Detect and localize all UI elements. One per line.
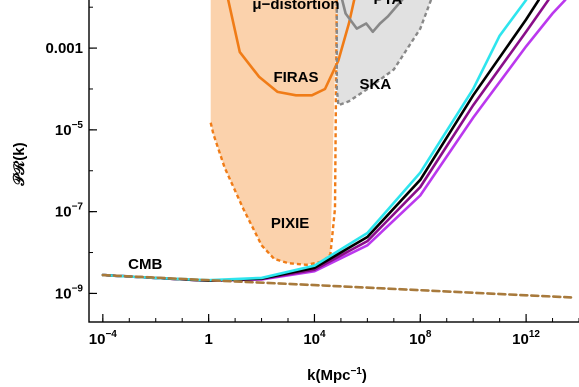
x-tick-label: 1012 <box>512 329 540 348</box>
x-axis-label: k(Mpc−1) <box>307 366 367 384</box>
annotation-distortion: μ−distortion <box>252 0 339 13</box>
y-tick-label: 10−7 <box>55 202 84 221</box>
y-tick-label: 10−9 <box>55 283 84 302</box>
annotations: μ−distortion FIRAS PIXIE PTA SKA CMB <box>128 0 402 273</box>
constraint-ska <box>335 0 433 107</box>
plot-frame: 10−4 1 104 108 1012 0.001 10−5 10−7 10−9 <box>45 0 579 348</box>
x-tick-label: 10−4 <box>89 329 118 348</box>
y-axis-label: 𝒫ℛ(k) <box>11 142 28 186</box>
constraint-firas <box>226 0 356 97</box>
axes-frame <box>88 0 579 323</box>
excluded-regions <box>210 0 431 265</box>
x-tick-label: 104 <box>303 329 326 348</box>
spectrum-curves <box>101 0 573 299</box>
constraint-pixie <box>209 0 338 266</box>
region-distortion <box>210 0 337 265</box>
spectrum-curve-5 <box>101 273 573 299</box>
constraint-curves <box>209 0 433 266</box>
annotation-pixie: PIXIE <box>271 215 309 232</box>
annotation-pta: PTA <box>374 0 403 8</box>
x-tick-label: 108 <box>409 329 432 348</box>
y-tick-label: 0.001 <box>45 40 83 57</box>
annotation-cmb: CMB <box>128 256 162 273</box>
annotation-ska: SKA <box>359 76 391 93</box>
constraint-pta <box>340 0 404 34</box>
y-tick-label: 10−5 <box>55 120 84 139</box>
annotation-firas: FIRAS <box>273 69 318 86</box>
x-tick-label: 1 <box>204 331 212 348</box>
